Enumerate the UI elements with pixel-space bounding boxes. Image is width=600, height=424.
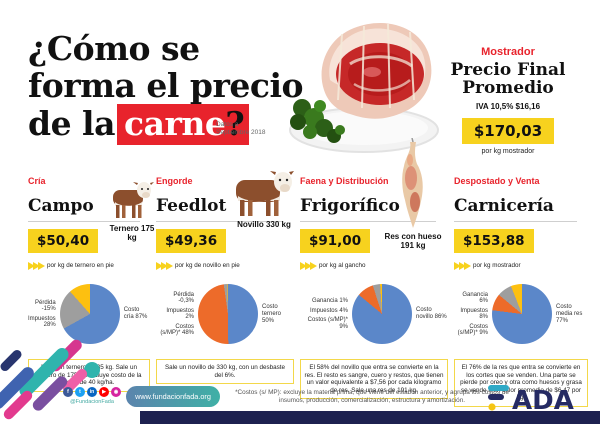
social-block: f t in ▶ ◉ @FundacionFada bbox=[60, 387, 124, 405]
arrow-right-icon bbox=[300, 261, 317, 270]
arrow-right-icon bbox=[156, 261, 173, 270]
bottom-navy-bar bbox=[140, 411, 600, 424]
column-feedlot: Engorde Feedlot $49,36 por kg de novillo… bbox=[156, 171, 294, 407]
facebook-icon[interactable]: f bbox=[63, 387, 73, 397]
linkedin-icon[interactable]: in bbox=[87, 387, 97, 397]
carcass-figure: Res con hueso 191 kg bbox=[382, 137, 444, 250]
pie-frigorifico: Ganancia 1% Impuestos 4% Costos (s/MP)* 9%… bbox=[300, 275, 448, 353]
final-price-title: Precio Final Promedio bbox=[450, 60, 566, 98]
pie-main-slice-label: Costo media res 77% bbox=[556, 303, 583, 324]
pie-left-labels: Ganancia 1% Impuestos 4% Costos (s/MP)* 9% bbox=[300, 298, 352, 330]
carcass-illustration bbox=[402, 137, 423, 228]
pie-left-labels: Ganancia 6% Impuestos 8% Costos (s/MP)* 9% bbox=[454, 292, 492, 337]
price-unit-feedlot: por kg de novillo en pie bbox=[175, 262, 240, 269]
youtube-icon[interactable]: ▶ bbox=[99, 387, 109, 397]
stage-label-cria: Cría bbox=[28, 176, 46, 186]
animal-label-frigorifico: Res con hueso 191 kg bbox=[384, 232, 442, 250]
price-unit-campo: por kg de ternero en pie bbox=[47, 262, 114, 269]
note-feedlot: Sale un novillo de 330 kg, con un desbas… bbox=[156, 359, 294, 385]
column-title-frigorifico: Frigorífico bbox=[300, 196, 437, 222]
pie-chart-campo bbox=[59, 284, 120, 344]
title-question-mark: ? bbox=[225, 104, 245, 143]
price-unit-carniceria: por kg mostrador bbox=[473, 262, 521, 269]
pie-main-slice-label: Costo cría 87% bbox=[123, 307, 148, 320]
iva-note: IVA 10,5% $16,16 bbox=[475, 102, 541, 111]
animal-label-campo: Ternero 175 kg bbox=[109, 224, 155, 242]
calf-figure: Ternero 175 kg bbox=[108, 180, 156, 242]
stage-label-engorde: Engorde bbox=[156, 176, 193, 186]
fada-logo: ADA bbox=[488, 382, 580, 417]
pie-slice-label: Impuestos 8% bbox=[460, 307, 488, 321]
page-title: ¿Cómo se forma el precio de la carne? bbox=[28, 30, 308, 145]
twitter-icon[interactable]: t bbox=[75, 387, 85, 397]
column-title-campo: Campo bbox=[28, 196, 141, 222]
arrow-right-icon bbox=[28, 261, 45, 270]
website-link[interactable]: www.fundacionfada.org bbox=[126, 386, 220, 407]
animal-label-feedlot: Novillo 330 kg bbox=[237, 220, 291, 229]
steer-illustration bbox=[236, 171, 294, 216]
price-carniceria: $153,88 bbox=[454, 229, 534, 253]
note-carniceria: El 76% de la res que entra se convierte … bbox=[454, 359, 588, 407]
pie-chart-feedlot bbox=[198, 284, 258, 344]
pie-slice-label: Costos (s/MP)* 9% bbox=[307, 317, 348, 330]
title-highlight: carne? bbox=[116, 104, 250, 145]
pie-left-labels: Pérdida -15% Impuestos 28% bbox=[28, 300, 60, 329]
meat-roast-illustration bbox=[280, 4, 442, 160]
logo-ada-text: ADA bbox=[512, 386, 574, 412]
pie-slice-label: Impuestos 4% bbox=[309, 307, 348, 314]
pie-chart-carniceria bbox=[492, 284, 552, 344]
column-title-feedlot: Feedlot bbox=[156, 196, 283, 222]
stage-label-despostado: Despostado y Venta bbox=[454, 176, 540, 186]
parsley-garnish bbox=[290, 99, 345, 143]
social-handle: @FundacionFada bbox=[70, 399, 114, 405]
pie-slice-label: Pérdida -0,3% bbox=[173, 291, 194, 305]
stages-grid: Cría Campo $50,40 por kg de ternero en p… bbox=[28, 137, 590, 407]
final-price-panel: Mostrador Precio Final Promedio IVA 10,5… bbox=[428, 46, 588, 155]
social-icons: f t in ▶ ◉ bbox=[60, 387, 124, 397]
title-line-2: forma el precio bbox=[28, 66, 304, 105]
pie-slice-label: Ganancia 6% bbox=[462, 291, 488, 305]
pie-slice-label: Costos (s/MP)* 48% bbox=[160, 323, 194, 337]
final-price-unit: por kg mostrador bbox=[481, 148, 535, 155]
pie-main-slice-label: Costo ternero 50% bbox=[262, 303, 282, 324]
pie-carniceria: Ganancia 6% Impuestos 8% Costos (s/MP)* 9%… bbox=[454, 275, 588, 353]
pie-slice-label: Costos (s/MP)* 9% bbox=[457, 323, 488, 337]
title-line-1: ¿Cómo se bbox=[28, 29, 200, 68]
pie-slice-label: Impuestos 28% bbox=[28, 315, 56, 329]
instagram-icon[interactable]: ◉ bbox=[111, 387, 121, 397]
column-carniceria: Despostado y Venta Carnicería $153,88 po… bbox=[454, 176, 588, 407]
price-frigorifico: $91,00 bbox=[300, 229, 371, 253]
price-campo: $50,40 bbox=[28, 229, 99, 253]
column-frigorifico: Faena y Distribución Frigorífico $91,00 … bbox=[300, 137, 448, 407]
logo-f-top-bar bbox=[488, 385, 509, 391]
stage-label-faena: Faena y Distribución bbox=[300, 176, 389, 186]
pie-slice-label: Pérdida -15% bbox=[35, 299, 56, 313]
arrow-right-icon bbox=[454, 261, 471, 270]
dataset-note: Datos a Septiembre 2018 bbox=[216, 121, 266, 136]
calf-illustration bbox=[113, 182, 154, 218]
logo-f-dot bbox=[488, 403, 496, 411]
price-feedlot: $49,36 bbox=[156, 229, 227, 253]
pie-slice-label: Ganancia 1% bbox=[311, 298, 348, 304]
column-title-carniceria: Carnicería bbox=[454, 196, 578, 222]
steer-figure: Novillo 330 kg bbox=[232, 170, 296, 229]
pie-campo: Pérdida -15% Impuestos 28% Costo cría 87% bbox=[28, 275, 150, 353]
pie-feedlot: Pérdida -0,3% Impuestos 2% Costos (s/MP)* … bbox=[156, 275, 294, 353]
pie-chart-frigorifico bbox=[352, 284, 412, 344]
note-frigorifico: El 58% del novillo que entra se conviert… bbox=[300, 359, 448, 400]
logo-f-mid-bar bbox=[488, 394, 504, 400]
costs-footnote: *Costos (s/ MP): excluye la materia prim… bbox=[235, 389, 509, 404]
pie-main-slice-label: Costo novillo 86% bbox=[416, 307, 447, 320]
pie-slice-label: Impuestos 2% bbox=[166, 307, 194, 321]
counter-label: Mostrador bbox=[481, 46, 535, 58]
final-price-value: $170,03 bbox=[461, 118, 555, 144]
price-unit-frigorifico: por kg al gancho bbox=[319, 262, 366, 269]
title-line-3: de la bbox=[28, 104, 115, 143]
pie-left-labels: Pérdida -0,3% Impuestos 2% Costos (s/MP)* … bbox=[156, 292, 198, 337]
